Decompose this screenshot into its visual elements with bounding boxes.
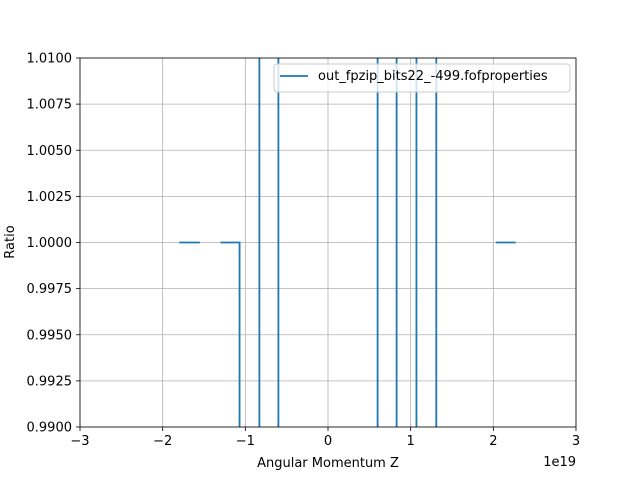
y-tick-label: 1.0050 bbox=[27, 144, 73, 159]
y-tick-label: 1.0075 bbox=[27, 98, 73, 113]
legend-box bbox=[273, 63, 571, 93]
series-line-segment bbox=[220, 241, 241, 427]
y-axis-label: Ratio bbox=[3, 225, 18, 258]
x-axis-label: Angular Momentum Z bbox=[257, 456, 399, 471]
x-tick-label: −3 bbox=[70, 434, 89, 449]
x-tick-label: 2 bbox=[489, 434, 497, 449]
legend: out_fpzip_bits22_-499.fofproperties bbox=[273, 63, 571, 93]
y-tick-label: 0.9900 bbox=[27, 421, 73, 436]
y-tick-label: 1.0025 bbox=[27, 190, 73, 205]
y-tick-label: 0.9950 bbox=[27, 328, 73, 343]
y-tick-label: 1.0100 bbox=[27, 52, 73, 67]
x-tick-label: 1 bbox=[407, 434, 415, 449]
x-offset-label: 1e19 bbox=[543, 455, 576, 470]
y-tick-label: 1.0000 bbox=[27, 236, 73, 251]
ticks: −3 −2 −1 0 1 2 3 0.9900 0.9925 0.9950 0.9975 1.0000… bbox=[27, 52, 581, 450]
x-tick-label: −2 bbox=[153, 434, 172, 449]
y-tick-label: 0.9975 bbox=[27, 282, 73, 297]
x-tick-label: 0 bbox=[324, 434, 332, 449]
legend-entry-label: out_fpzip_bits22_-499.fofproperties bbox=[318, 69, 548, 84]
plot-area bbox=[179, 58, 516, 427]
x-tick-label: 3 bbox=[572, 434, 580, 449]
x-tick-label: −1 bbox=[236, 434, 255, 449]
y-tick-label: 0.9925 bbox=[27, 374, 73, 389]
